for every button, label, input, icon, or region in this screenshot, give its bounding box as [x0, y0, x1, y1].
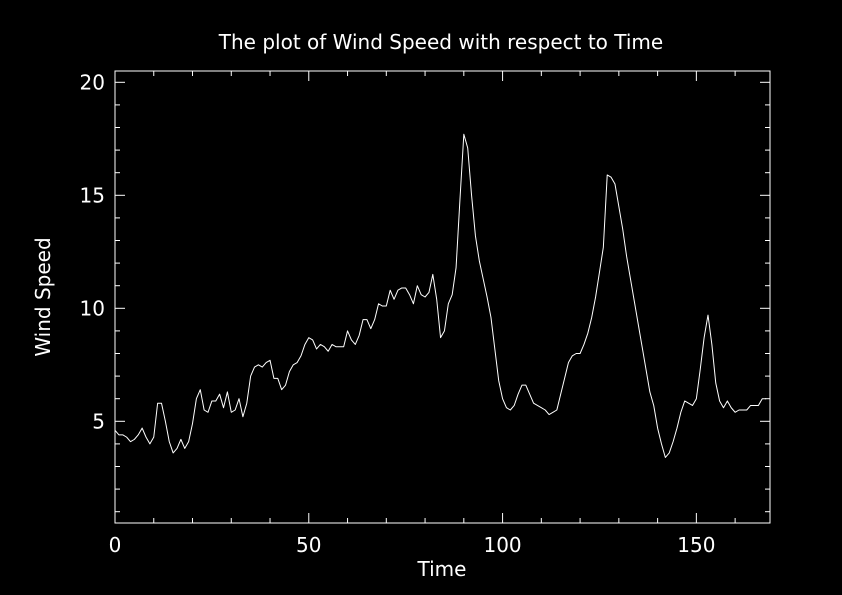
x-tick-label: 0	[109, 533, 122, 557]
y-tick-label: 5	[92, 409, 105, 433]
x-axis-label: Time	[417, 557, 467, 581]
x-tick-label: 150	[677, 533, 715, 557]
y-axis-label: Wind Speed	[31, 237, 55, 356]
wind-speed-line	[114, 133, 767, 458]
plot-frame	[114, 70, 771, 524]
y-tick-label: 10	[80, 296, 105, 320]
y-tick-label: 20	[80, 70, 105, 94]
plot-area: 0 50 100 150 5 10 15 20	[80, 70, 770, 557]
y-tick-label: 15	[80, 183, 105, 207]
x-tick-label: 100	[483, 533, 521, 557]
x-tick-label: 50	[296, 533, 321, 557]
chart-title: The plot of Wind Speed with respect to T…	[218, 30, 663, 54]
